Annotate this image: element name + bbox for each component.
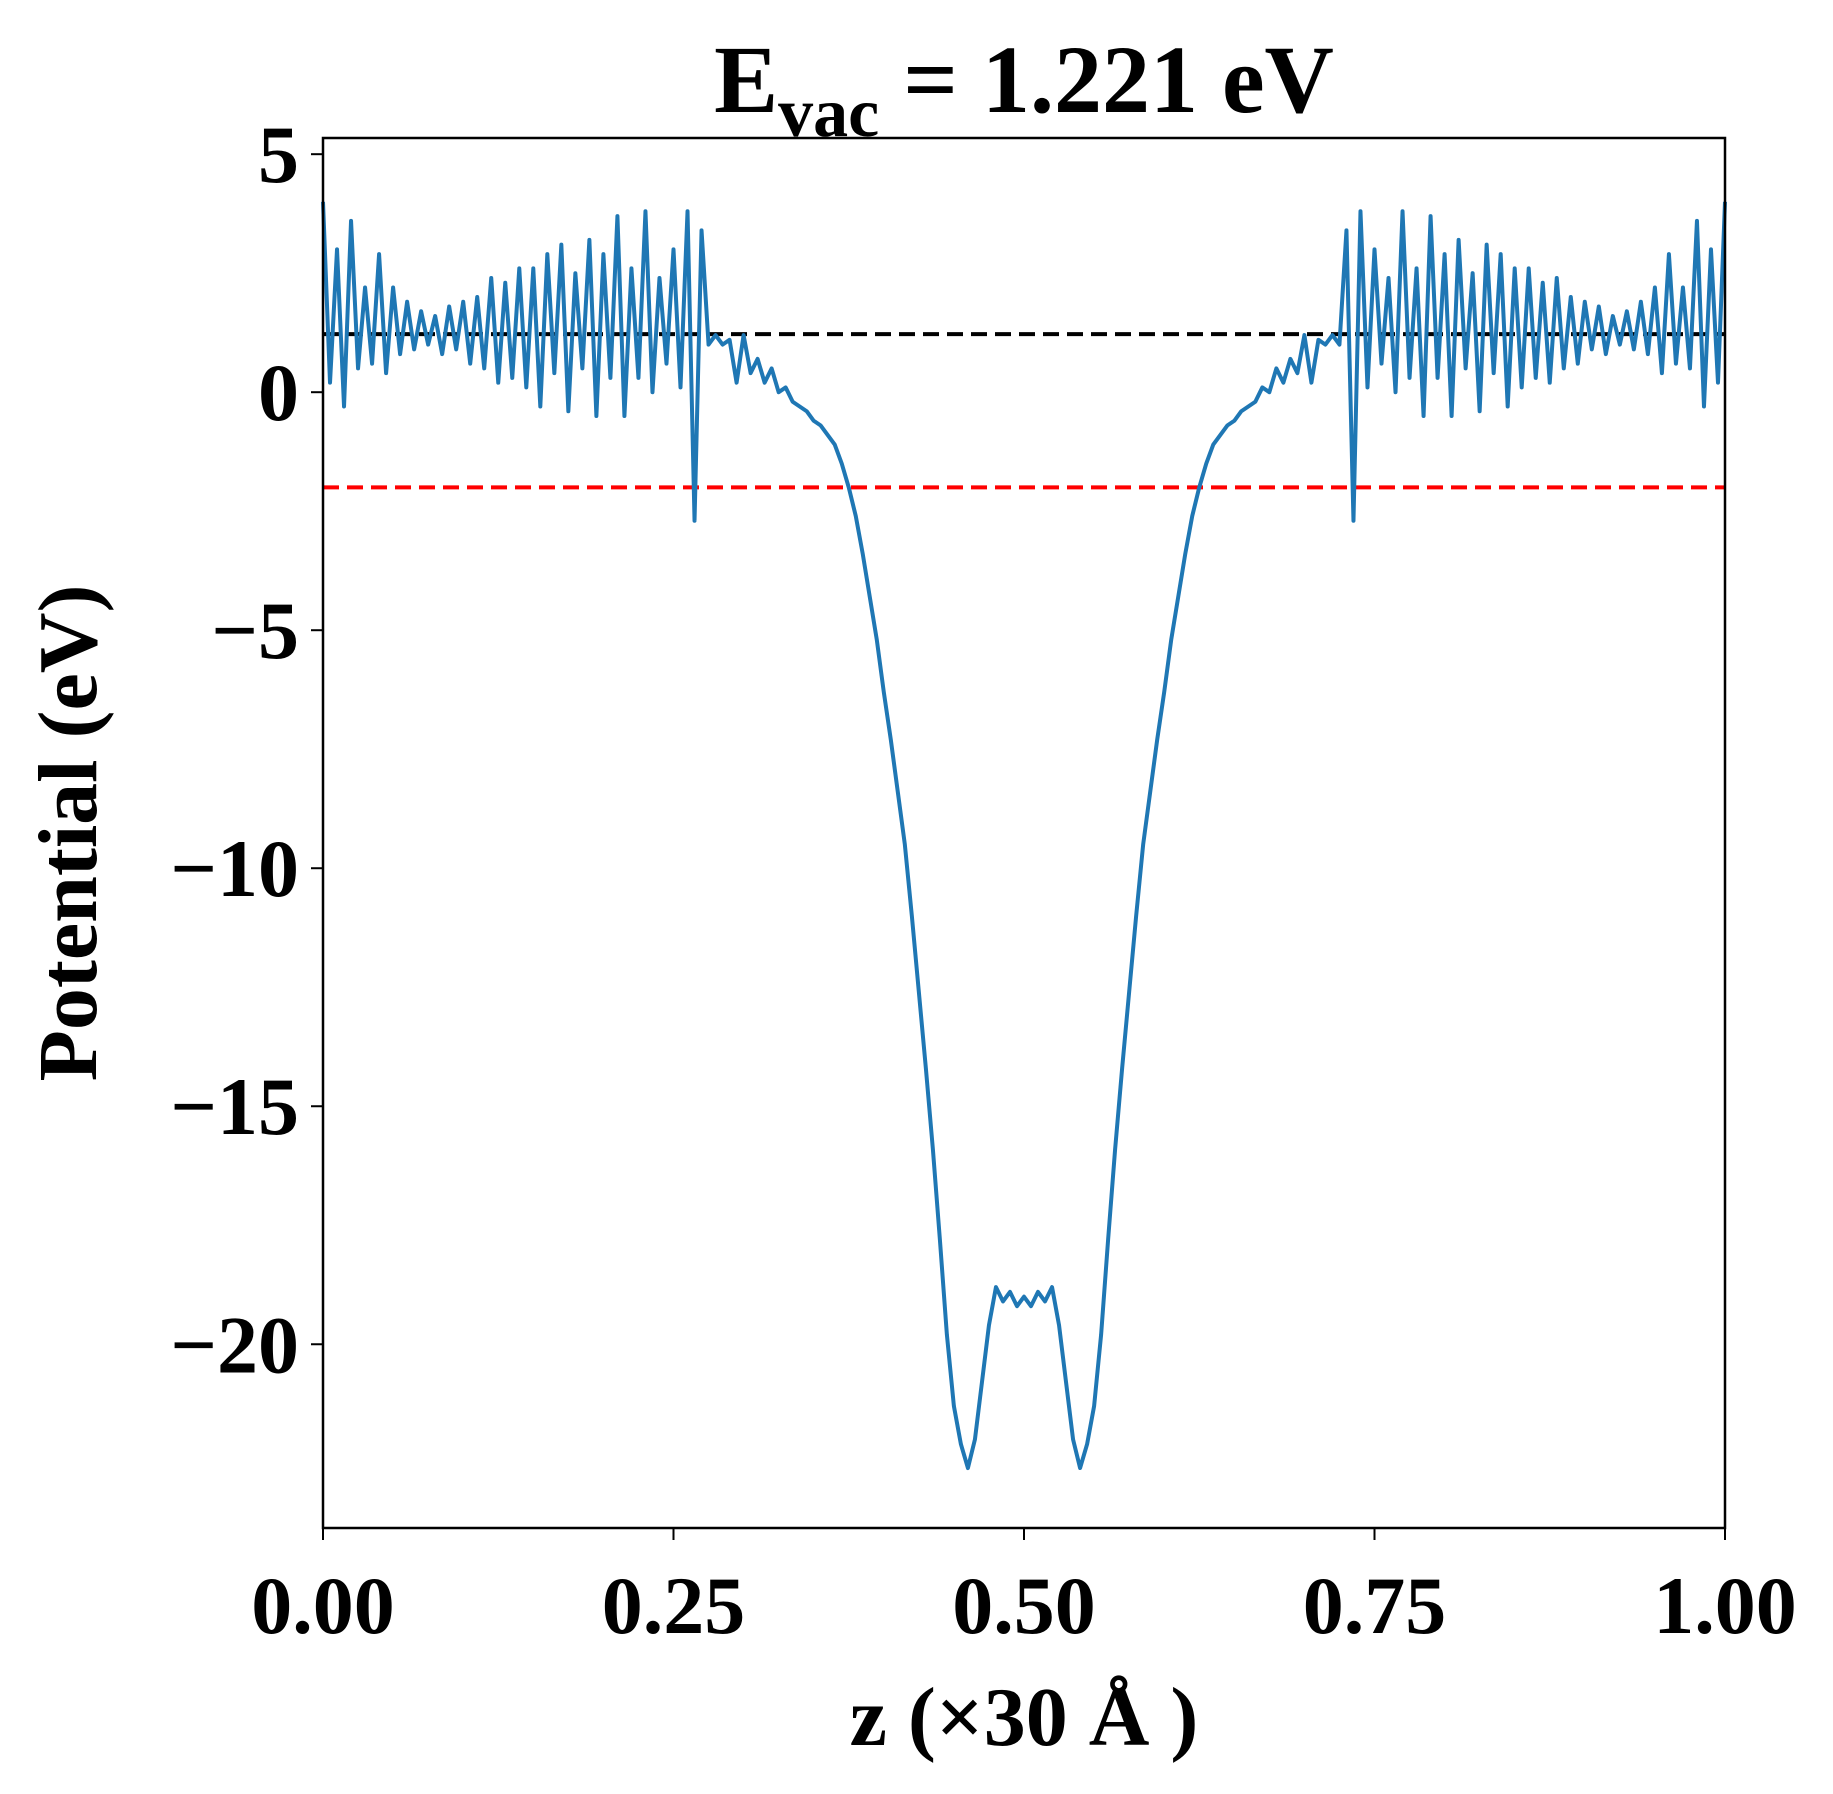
x-tick-label: 0.00 xyxy=(251,1560,395,1651)
plot-frame xyxy=(321,136,1727,1530)
y-tick-label: 5 xyxy=(258,109,299,200)
x-tick-label: 0.25 xyxy=(602,1560,746,1651)
x-tick-label: 0.50 xyxy=(952,1560,1096,1651)
x-tick-label: 0.75 xyxy=(1303,1560,1447,1651)
title-main: E xyxy=(714,26,778,133)
title-rest: = 1.221 eV xyxy=(879,26,1334,133)
y-tick-label: −20 xyxy=(170,1299,299,1390)
data-line xyxy=(321,201,1727,1471)
x-axis-label: z (×30 Å ) xyxy=(850,1671,1199,1764)
y-axis-label: Potential (eV) xyxy=(22,585,115,1082)
y-tick-label: −5 xyxy=(211,585,299,676)
chart-title: Evac = 1.221 eV xyxy=(714,26,1334,152)
title-subscript: vac xyxy=(778,75,879,152)
y-tick-label: 0 xyxy=(258,347,299,438)
x-tick-label: 1.00 xyxy=(1653,1560,1797,1651)
y-tick-label: −15 xyxy=(170,1061,299,1152)
y-tick-label: −10 xyxy=(170,823,299,914)
